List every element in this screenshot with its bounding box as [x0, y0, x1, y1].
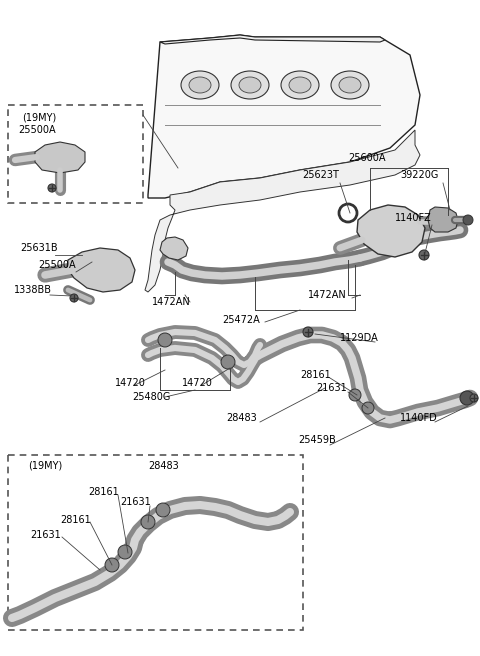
Text: 25459B: 25459B: [298, 435, 336, 445]
Text: 39220G: 39220G: [400, 170, 438, 180]
Text: 25631B: 25631B: [20, 243, 58, 253]
Circle shape: [463, 215, 473, 225]
Circle shape: [362, 402, 374, 414]
Circle shape: [221, 355, 235, 369]
FancyBboxPatch shape: [8, 105, 143, 203]
Text: 28161: 28161: [60, 515, 91, 525]
Polygon shape: [67, 248, 135, 292]
Text: 25500A: 25500A: [18, 125, 56, 135]
Ellipse shape: [239, 77, 261, 93]
Circle shape: [303, 327, 313, 337]
Text: 14720: 14720: [115, 378, 146, 388]
Text: 25623T: 25623T: [302, 170, 339, 180]
FancyBboxPatch shape: [8, 455, 303, 630]
Text: 25500A: 25500A: [38, 260, 76, 270]
Text: 25472A: 25472A: [222, 315, 260, 325]
Text: 1338BB: 1338BB: [14, 285, 52, 295]
Ellipse shape: [339, 77, 361, 93]
Circle shape: [105, 558, 119, 572]
Ellipse shape: [281, 71, 319, 99]
Text: 14720: 14720: [182, 378, 213, 388]
Polygon shape: [160, 237, 188, 260]
Circle shape: [48, 184, 56, 192]
Circle shape: [141, 515, 155, 529]
Polygon shape: [428, 207, 458, 232]
Polygon shape: [160, 35, 385, 44]
Text: 28161: 28161: [300, 370, 331, 380]
Polygon shape: [35, 142, 85, 173]
Text: (19MY): (19MY): [22, 113, 56, 123]
Circle shape: [156, 503, 170, 517]
Text: 28483: 28483: [148, 461, 179, 471]
Text: 28161: 28161: [88, 487, 119, 497]
Text: 25600A: 25600A: [348, 153, 385, 163]
Polygon shape: [357, 205, 425, 257]
Polygon shape: [145, 130, 420, 292]
Circle shape: [419, 250, 429, 260]
Text: 1140FZ: 1140FZ: [395, 213, 432, 223]
Ellipse shape: [231, 71, 269, 99]
Polygon shape: [148, 35, 420, 198]
Ellipse shape: [289, 77, 311, 93]
Text: 1472AN: 1472AN: [152, 297, 191, 307]
Circle shape: [118, 545, 132, 559]
Circle shape: [470, 394, 478, 402]
Ellipse shape: [189, 77, 211, 93]
Text: 21631: 21631: [316, 383, 347, 393]
Text: 1472AN: 1472AN: [308, 290, 347, 300]
Text: 21631: 21631: [120, 497, 151, 507]
Text: 1129DA: 1129DA: [340, 333, 379, 343]
Ellipse shape: [331, 71, 369, 99]
Text: 1140FD: 1140FD: [400, 413, 438, 423]
Circle shape: [70, 294, 78, 302]
Text: 28483: 28483: [226, 413, 257, 423]
Circle shape: [158, 333, 172, 347]
Circle shape: [349, 389, 361, 401]
Text: 25480G: 25480G: [132, 392, 170, 402]
Ellipse shape: [181, 71, 219, 99]
Text: (19MY): (19MY): [28, 461, 62, 471]
Circle shape: [460, 391, 474, 405]
Text: 21631: 21631: [30, 530, 61, 540]
